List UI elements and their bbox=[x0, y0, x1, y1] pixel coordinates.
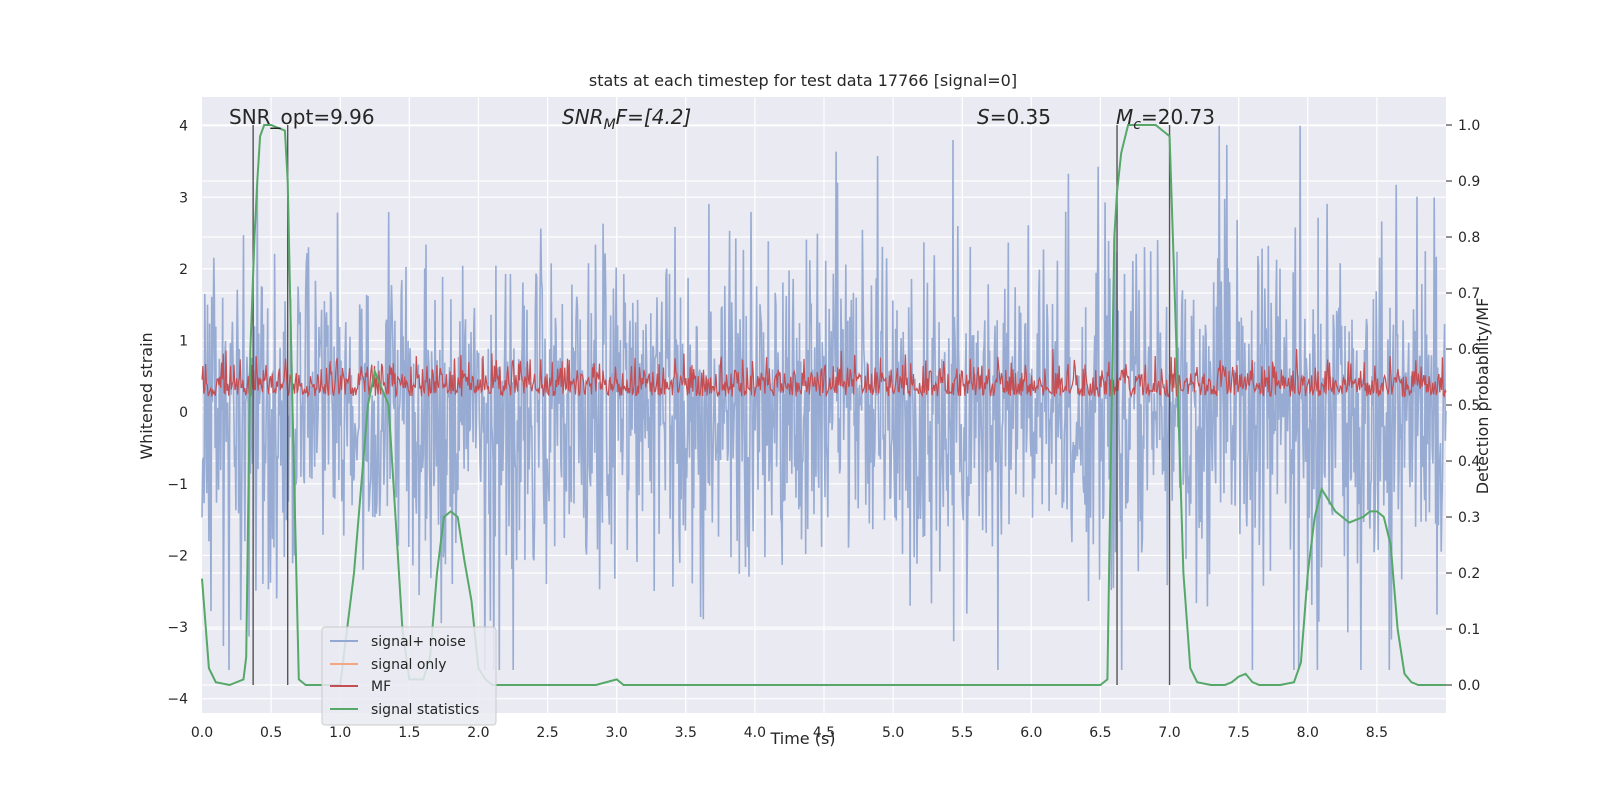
x-tick-label: 2.0 bbox=[467, 725, 489, 741]
x-tick-label: 8.0 bbox=[1297, 725, 1319, 741]
legend-label-mf: MF bbox=[371, 679, 391, 695]
y-tick-label: 2 bbox=[179, 262, 188, 278]
s-main: S bbox=[977, 105, 990, 129]
mf-line bbox=[201, 348, 1447, 399]
y-axis-label: Whitened strain bbox=[137, 332, 156, 459]
x-ticks: 0.0 0.5 1.0 1.5 2.0 2.5 3.0 3.5 4.0 4.5 5.0 5.5 6.0 6… bbox=[191, 725, 1388, 741]
mf-series bbox=[201, 348, 1447, 399]
mc-sub: c bbox=[1133, 117, 1141, 133]
x-tick-label: 7.5 bbox=[1228, 725, 1250, 741]
x-tick-label: 5.0 bbox=[882, 725, 904, 741]
x-tick-label: 0.0 bbox=[191, 725, 213, 741]
x-tick-label: 0.5 bbox=[260, 725, 282, 741]
y2-tick-label: 0.8 bbox=[1458, 230, 1480, 246]
y2-tick-label: 0.1 bbox=[1458, 622, 1480, 638]
y2-tick-label: 0.5 bbox=[1458, 398, 1480, 414]
y2-tick-label: 0.4 bbox=[1458, 454, 1480, 470]
annotation-mc: Mc=20.73 bbox=[1116, 105, 1215, 133]
annotation-s: S=0.35 bbox=[977, 105, 1051, 129]
y-tick-label: 4 bbox=[179, 119, 188, 135]
x-tick-label: 5.5 bbox=[951, 725, 973, 741]
y2-tick-label: 0.7 bbox=[1458, 286, 1480, 302]
snr-mf-rest: F=[4.2] bbox=[616, 105, 692, 129]
y2-tick-label: 0.3 bbox=[1458, 510, 1480, 526]
x-tick-label: 8.5 bbox=[1366, 725, 1388, 741]
x-tick-label: 6.5 bbox=[1089, 725, 1111, 741]
x-tick-label: 2.5 bbox=[536, 725, 558, 741]
y2-tick-label: 0.2 bbox=[1458, 566, 1480, 582]
x-tick-label: 6.0 bbox=[1020, 725, 1042, 741]
y2-tick-label: 1.0 bbox=[1458, 118, 1480, 134]
x-tick-label: 1.0 bbox=[329, 725, 351, 741]
annotation-snr-opt: SNR_opt=9.96 bbox=[229, 105, 375, 129]
snr-mf-main: SNR bbox=[562, 105, 604, 129]
y-ticks: 4 3 2 1 0 −1 −2 −3 −4 bbox=[167, 119, 188, 708]
s-rest: =0.35 bbox=[990, 105, 1051, 129]
y2-axis-label: Detection probability/MF bbox=[1473, 298, 1492, 495]
legend-box bbox=[321, 626, 497, 726]
x-tick-label: 3.5 bbox=[675, 725, 697, 741]
annotation-snr-mf: SNRMF=[4.2] bbox=[562, 105, 691, 133]
legend-label-signal: signal only bbox=[371, 657, 446, 673]
x-tick-label: 4.0 bbox=[744, 725, 766, 741]
chart-title: stats at each timestep for test data 177… bbox=[589, 71, 1017, 90]
x-axis-label: Time (s) bbox=[769, 729, 835, 748]
snr-mf-sub: M bbox=[604, 117, 616, 133]
y2-ticks: 1.0 0.9 0.8 0.7 0.6 0.5 0.4 0.3 0.2 0.1 0.0 bbox=[1446, 118, 1480, 694]
y-tick-label: −1 bbox=[167, 477, 188, 493]
mc-rest: =20.73 bbox=[1141, 105, 1215, 129]
x-tick-label: 3.0 bbox=[606, 725, 628, 741]
signal-statistics-series bbox=[201, 124, 1446, 687]
y2-tick-label: 0.6 bbox=[1458, 342, 1480, 358]
y-tick-label: 1 bbox=[179, 334, 188, 350]
mc-main: M bbox=[1116, 105, 1133, 129]
x-tick-label: 1.5 bbox=[398, 725, 420, 741]
x-tick-label: 7.0 bbox=[1158, 725, 1180, 741]
legend-label-stat: signal statistics bbox=[371, 702, 479, 718]
signal-statistics-line bbox=[201, 124, 1446, 687]
y-tick-label: −4 bbox=[167, 692, 188, 708]
y-tick-label: 3 bbox=[179, 190, 188, 206]
y-tick-label: −3 bbox=[167, 620, 188, 636]
y2-tick-label: 0.0 bbox=[1458, 678, 1480, 694]
y-tick-label: 0 bbox=[179, 405, 188, 421]
legend: signal+ noise signal only MF signal stat… bbox=[321, 626, 497, 726]
y-tick-label: −2 bbox=[167, 548, 188, 564]
x-tick-label: 4.5 bbox=[813, 725, 835, 741]
legend-label-noise: signal+ noise bbox=[371, 634, 466, 650]
y2-tick-label: 0.9 bbox=[1458, 174, 1480, 190]
